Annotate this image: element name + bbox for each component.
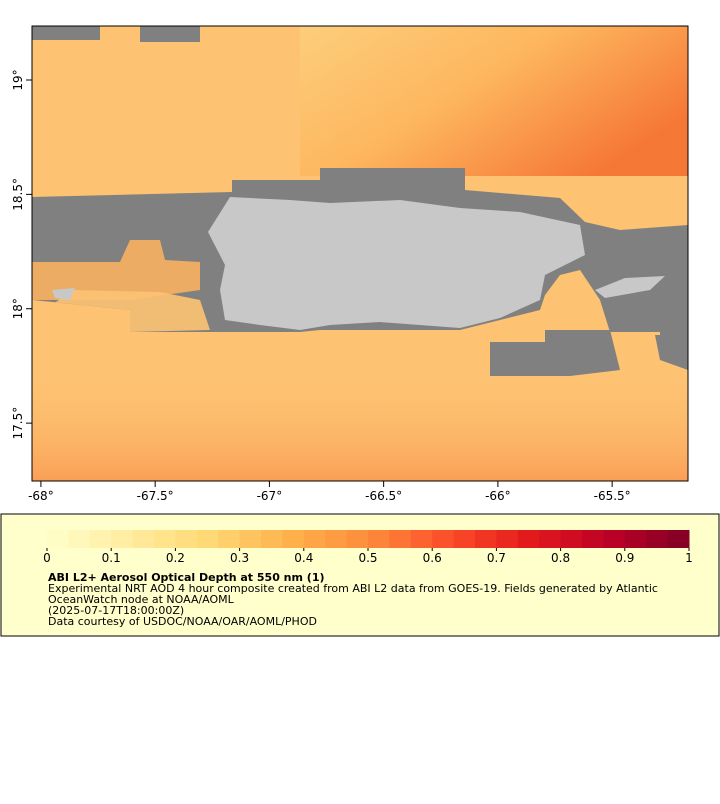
colorbar-swatch bbox=[646, 530, 669, 548]
colorbar-swatch bbox=[89, 530, 112, 548]
colorbar-swatch bbox=[432, 530, 455, 548]
colorbar-swatch bbox=[517, 530, 540, 548]
colorbar-swatch bbox=[68, 530, 91, 548]
legend-line: Experimental NRT AOD 4 hour composite cr… bbox=[48, 582, 658, 595]
colorbar-swatch bbox=[154, 530, 176, 548]
plot-frame bbox=[31, 25, 689, 482]
colorbar-swatch bbox=[368, 530, 390, 548]
colorbar-swatch bbox=[496, 530, 519, 548]
x-tick-label: -66.5° bbox=[365, 489, 402, 503]
colorbar-swatch bbox=[282, 530, 305, 548]
x-tick-label: -68° bbox=[28, 489, 54, 503]
colorbar-swatch bbox=[667, 530, 690, 548]
map-field bbox=[31, 25, 689, 482]
colorbar-swatch bbox=[303, 530, 326, 548]
colorbar: 0 0.1 0.2 0.3 0.4 0.5 0.6 0.7 0.8 0.9 1 bbox=[43, 530, 693, 565]
land bbox=[595, 276, 665, 298]
colorbar-swatch bbox=[453, 530, 476, 548]
legend-line: OceanWatch node at NOAA/AOML bbox=[48, 593, 235, 606]
legend-line: (2025-07-17T18:00:00Z) bbox=[48, 604, 184, 617]
y-tick-label: 17.5° bbox=[11, 407, 25, 440]
colorbar-tick-label: 0.3 bbox=[230, 551, 249, 565]
colorbar-swatch bbox=[261, 530, 283, 548]
colorbar-tick-label: 0.6 bbox=[423, 551, 442, 565]
y-tick-label: 18° bbox=[11, 298, 25, 319]
colorbar-swatch bbox=[603, 530, 626, 548]
aod-patch bbox=[32, 240, 200, 300]
x-tick-label: -67° bbox=[257, 489, 283, 503]
colorbar-swatch bbox=[539, 530, 562, 548]
colorbar-swatch bbox=[218, 530, 241, 548]
colorbar-swatch bbox=[132, 530, 155, 548]
colorbar-tick-label: 0 bbox=[43, 551, 51, 565]
colorbar-tick-label: 0.7 bbox=[487, 551, 506, 565]
x-tick-label: -67.5° bbox=[137, 489, 174, 503]
land bbox=[208, 197, 585, 330]
colorbar-swatch bbox=[475, 530, 497, 548]
no-data bbox=[490, 330, 620, 376]
no-data bbox=[140, 26, 200, 42]
colorbar-swatch bbox=[560, 530, 583, 548]
colorbar-tick-label: 0.2 bbox=[166, 551, 185, 565]
colorbar-tick-label: 0.4 bbox=[294, 551, 313, 565]
y-tick-label: 19° bbox=[11, 69, 25, 90]
colorbar-swatch bbox=[111, 530, 134, 548]
axes: -68° -67.5° -67° -66.5° -66° -65.5° 17.5° 18° 18… bbox=[11, 69, 631, 503]
colorbar-swatch bbox=[624, 530, 647, 548]
colorbar-swatch bbox=[346, 530, 369, 548]
aod-patch bbox=[32, 290, 210, 332]
y-tick-label: 18.5° bbox=[11, 178, 25, 211]
aod-haze bbox=[32, 370, 688, 481]
colorbar-swatch bbox=[196, 530, 219, 548]
x-tick-label: -65.5° bbox=[594, 489, 631, 503]
colorbar-swatch bbox=[47, 530, 69, 548]
colorbar-tick-label: 0.5 bbox=[358, 551, 377, 565]
colorbar-tick-label: 0.9 bbox=[615, 551, 634, 565]
colorbar-swatch bbox=[325, 530, 348, 548]
colorbar-tick-label: 0.1 bbox=[102, 551, 121, 565]
colorbar-tick-label: 1 bbox=[685, 551, 693, 565]
colorbar-tick-label: 0.8 bbox=[551, 551, 570, 565]
legend-line: Data courtesy of USDOC/NOAA/OAR/AOML/PHO… bbox=[48, 615, 317, 628]
colorbar-swatch bbox=[389, 530, 412, 548]
colorbar-swatch bbox=[410, 530, 433, 548]
x-tick-label: -66° bbox=[485, 489, 511, 503]
legend-title: ABI L2+ Aerosol Optical Depth at 550 nm … bbox=[48, 571, 325, 584]
colorbar-swatch bbox=[239, 530, 262, 548]
land bbox=[52, 288, 75, 300]
colorbar-swatch bbox=[582, 530, 604, 548]
colorbar-swatch bbox=[175, 530, 198, 548]
no-data bbox=[32, 26, 100, 40]
aod-haze bbox=[300, 26, 688, 176]
no-data bbox=[655, 335, 688, 370]
